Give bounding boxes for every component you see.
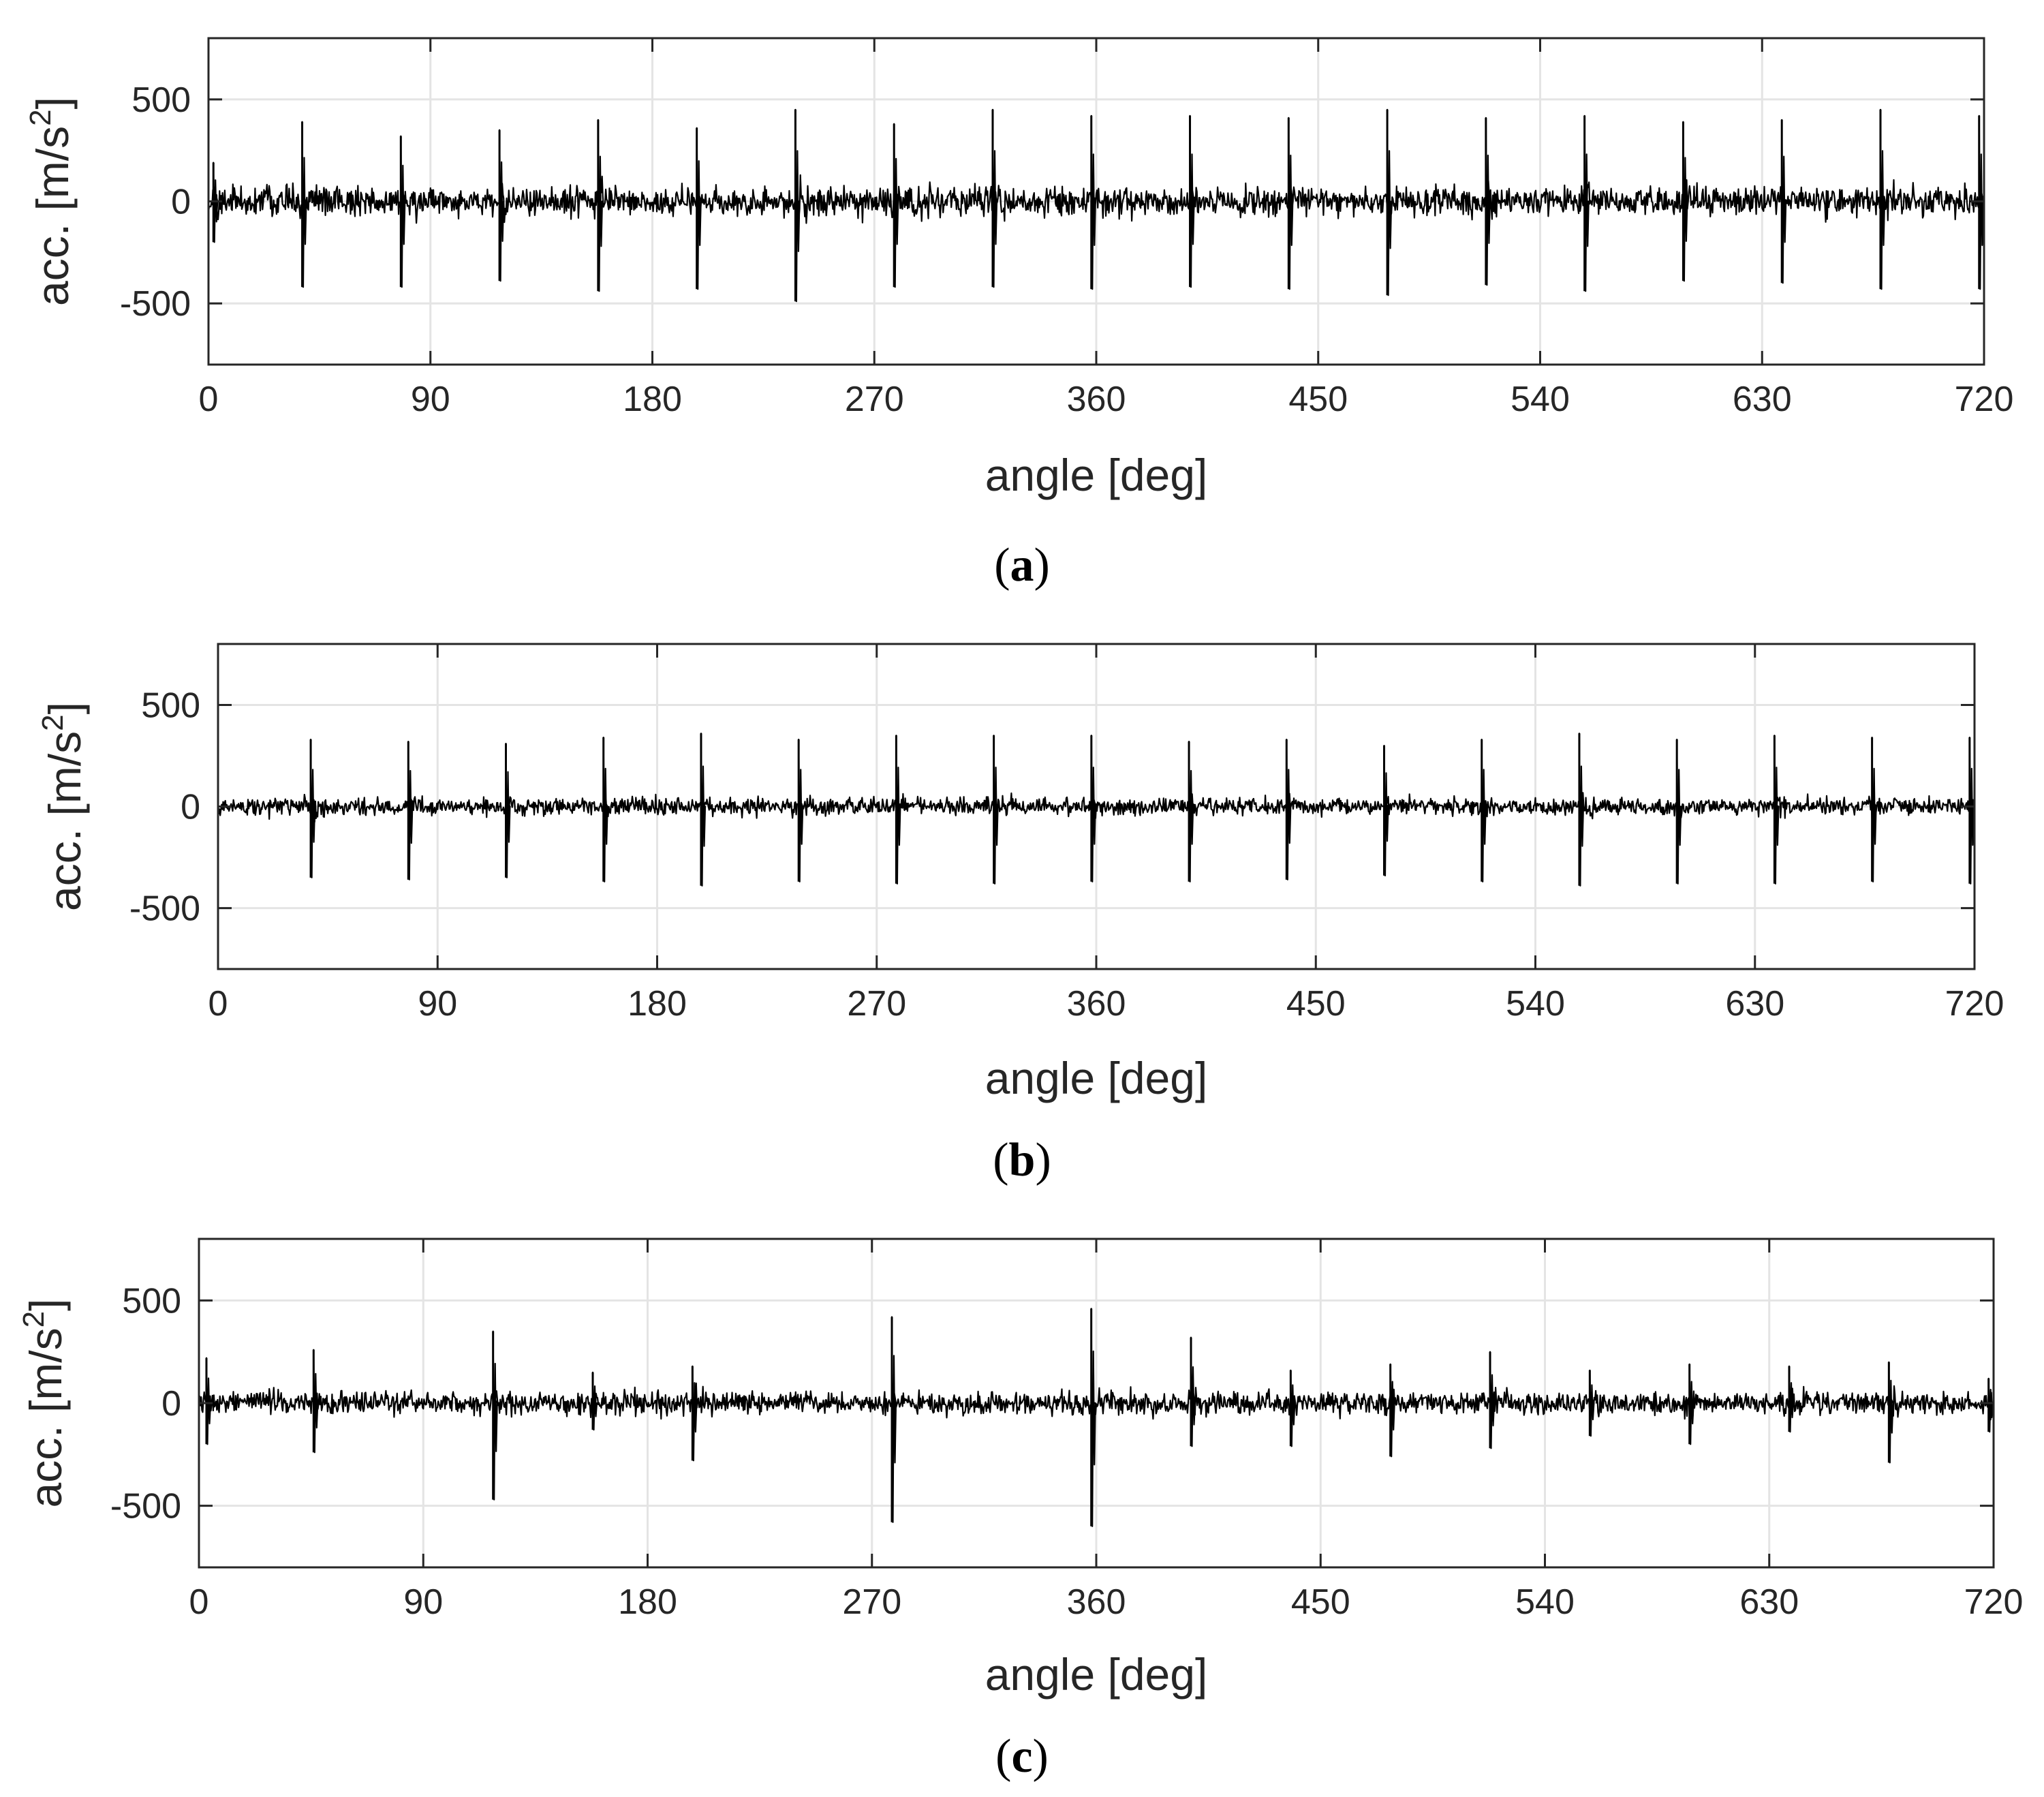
y-tick-label: -500 [120,284,191,324]
x-tick-label: 90 [418,984,457,1024]
panel-label: (b) [993,1134,1051,1186]
x-tick-label: 270 [847,984,906,1024]
x-tick-label: 540 [1506,984,1565,1024]
y-axis-label: acc. [m/s2] [36,702,90,911]
x-tick-label: 630 [1739,1582,1799,1622]
panel-label: (a) [994,539,1050,592]
signal-line-a [207,108,1985,303]
y-tick-label: -500 [110,1487,181,1526]
y-axis-label-base: acc. [m/s [27,126,78,306]
panel-label-letter: b [1009,1134,1036,1186]
x-tick-label: 450 [1288,380,1348,419]
x-tick-label: 180 [623,380,682,419]
y-tick-label: 0 [161,1384,181,1424]
x-tick-label: 90 [411,380,450,419]
y-axis-label: acc. [m/s2] [17,1299,71,1508]
y-axis-label-base: acc. [m/s [40,731,90,911]
panel-label-letter: a [1010,539,1034,592]
y-axis-label-close: ] [20,1299,71,1311]
y-tick-label: 0 [181,788,200,827]
signal-line-c [198,1308,1995,1527]
x-tick-label: 90 [403,1582,443,1622]
x-axis-label: angle [deg] [985,450,1208,500]
y-axis-label-exponent: 2 [36,714,69,731]
x-tick-label: 180 [628,984,687,1024]
x-axis-label: angle [deg] [985,1053,1208,1103]
x-tick-label: 360 [1067,1582,1126,1622]
x-tick-label: 450 [1286,984,1346,1024]
panel-b: 0 90 180 270 360 450 540 630 720 -500 0 500 angle [d… [36,643,2004,1186]
y-tick-label: 500 [141,686,200,725]
x-tick-label: 540 [1511,380,1570,419]
x-tick-label: 360 [1067,984,1126,1024]
panel-a: 0 90 180 270 360 450 540 630 720 -500 0 500 angle [d… [24,37,2014,592]
x-tick-label: 720 [1964,1582,2024,1622]
y-axis-label-exponent: 2 [24,109,57,125]
y-axis-label: acc. [m/s2] [24,97,78,306]
x-axis-label: angle [deg] [985,1649,1208,1700]
panel-label-letter: c [1011,1730,1032,1783]
x-tick-label: 630 [1725,984,1784,1024]
x-tick-label: 0 [208,984,228,1024]
x-tick-label: 540 [1515,1582,1575,1622]
x-tick-label: 450 [1291,1582,1350,1622]
x-tick-label: 270 [845,380,904,419]
panel-c: 0 90 180 270 360 450 540 630 720 -500 0 500 angle [d… [17,1238,2024,1783]
y-axis-label-close: ] [40,702,90,714]
y-tick-label: 0 [171,183,191,222]
x-tick-label: 270 [842,1582,901,1622]
panel-label: (c) [995,1730,1049,1783]
y-tick-label: 500 [122,1281,181,1321]
x-tick-label: 720 [1945,984,2004,1024]
y-axis-label-close: ] [27,97,78,109]
x-tick-label: 0 [199,380,219,419]
y-tick-label: 500 [131,80,191,120]
x-tick-label: 180 [618,1582,677,1622]
x-tick-label: 630 [1733,380,1792,419]
y-axis-label-exponent: 2 [17,1311,50,1327]
x-tick-label: 720 [1955,380,2014,419]
signal-line-b [217,733,1976,887]
y-axis-label-base: acc. [m/s [20,1327,71,1507]
x-tick-label: 360 [1067,380,1126,419]
x-tick-label: 0 [189,1582,209,1622]
y-tick-label: -500 [129,889,200,929]
